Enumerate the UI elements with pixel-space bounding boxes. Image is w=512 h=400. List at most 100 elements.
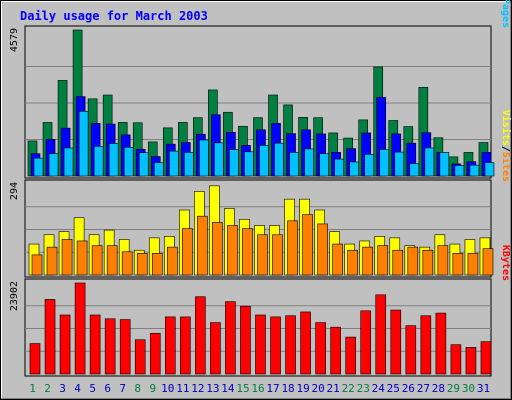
panel-visits-ymax-label: 294 <box>9 182 20 200</box>
bar-pages-day-20 <box>319 153 329 177</box>
bar-kbytes-day-1 <box>29 343 41 375</box>
x-label-day: 24 <box>372 382 386 395</box>
bar-sites-day-31 <box>482 248 494 276</box>
bar-kbytes-day-15 <box>240 305 251 375</box>
bar-sites-day-22 <box>347 249 358 276</box>
bar-pages-day-4 <box>78 110 89 177</box>
bar-pages-day-30 <box>469 164 480 177</box>
bar-sites-day-20 <box>317 223 328 276</box>
bar-pages-day-3 <box>63 147 74 177</box>
bar-kbytes-day-30 <box>465 347 477 375</box>
bar-kbytes-day-31 <box>480 341 492 375</box>
x-label-day: 4 <box>74 382 81 395</box>
bar-kbytes-day-5 <box>89 314 101 375</box>
bar-sites-day-30 <box>467 253 479 276</box>
bar-pages-day-28 <box>439 152 450 177</box>
bar-kbytes-day-3 <box>59 314 71 375</box>
bar-sites-day-4 <box>76 240 88 276</box>
bar-kbytes-day-23 <box>360 310 372 375</box>
x-label-day: 19 <box>296 382 309 395</box>
bar-pages-day-11 <box>184 152 194 177</box>
bar-pages-day-5 <box>93 146 104 177</box>
panel-kbytes-ymax-label: 23902 <box>9 281 20 311</box>
bar-pages-day-12 <box>199 139 209 177</box>
panel-visits-legend: Visits/Sites <box>500 110 512 182</box>
panel-kbytes-legend: KBytes <box>500 245 511 281</box>
x-label-day: 8 <box>134 382 141 395</box>
chart-panels: 4579 Hits/Files/Pages 294 Visits/Sites 23902… <box>9 0 512 377</box>
bar-sites-day-26 <box>407 246 419 276</box>
bar-pages-day-9 <box>153 162 164 177</box>
x-label-day: 28 <box>432 382 445 395</box>
bar-kbytes-day-29 <box>450 344 462 375</box>
bar-kbytes-day-28 <box>435 312 447 375</box>
bar-kbytes-day-7 <box>119 319 131 375</box>
bar-pages-day-22 <box>349 161 359 177</box>
bar-sites-day-21 <box>332 243 343 276</box>
legend-separator: / <box>500 146 511 152</box>
bar-sites-day-17 <box>272 234 283 276</box>
bar-pages-day-23 <box>364 154 375 177</box>
x-label-day: 15 <box>236 382 249 395</box>
x-label-day: 22 <box>342 382 355 395</box>
x-label-day: 11 <box>176 382 189 395</box>
bar-pages-day-24 <box>379 149 390 177</box>
x-label-day: 18 <box>281 382 294 395</box>
bar-sites-day-25 <box>392 249 404 276</box>
legend-pages: Pages <box>500 0 511 28</box>
bar-kbytes-day-4 <box>74 282 86 375</box>
bar-sites-day-29 <box>452 253 464 276</box>
panel-kbytes: 23902 KBytes <box>9 245 511 377</box>
bar-pages-day-29 <box>454 165 465 177</box>
x-label-day: 23 <box>357 382 370 395</box>
x-label-day: 3 <box>59 382 66 395</box>
x-label-day: 14 <box>221 382 235 395</box>
bar-kbytes-day-21 <box>330 326 341 375</box>
bar-kbytes-day-16 <box>255 314 266 375</box>
bar-kbytes-day-18 <box>285 315 296 375</box>
panel-hits-legend: Hits/Files/Pages <box>500 0 512 28</box>
x-label-day: 27 <box>417 382 430 395</box>
x-label-day: 10 <box>161 382 174 395</box>
bar-kbytes-day-13 <box>210 322 221 375</box>
x-label-day: 12 <box>191 382 204 395</box>
legend-sites: Sites <box>500 152 512 182</box>
x-label-day: 29 <box>447 382 460 395</box>
bar-sites-day-14 <box>227 225 238 276</box>
bar-sites-day-13 <box>212 222 223 276</box>
bar-pages-day-15 <box>244 151 254 177</box>
x-label-day: 17 <box>266 382 279 395</box>
bar-sites-day-28 <box>437 245 449 276</box>
bar-sites-day-3 <box>61 239 73 276</box>
bar-sites-day-7 <box>121 251 133 276</box>
bar-pages-day-10 <box>168 150 179 177</box>
panel-hits-ymax-label: 4579 <box>9 28 20 52</box>
legend-visits: Visits <box>500 110 512 146</box>
x-label-day: 1 <box>29 382 36 395</box>
bar-sites-day-24 <box>377 245 389 276</box>
bar-sites-day-15 <box>242 228 253 276</box>
bar-pages-day-13 <box>214 142 224 177</box>
x-label-day: 25 <box>387 382 400 395</box>
x-label-day: 6 <box>104 382 111 395</box>
bar-kbytes-day-12 <box>195 296 206 375</box>
x-label-day: 13 <box>206 382 219 395</box>
bar-pages-day-2 <box>48 153 59 177</box>
bar-pages-day-8 <box>138 152 149 177</box>
bar-kbytes-day-20 <box>315 322 326 375</box>
bar-kbytes-day-25 <box>390 309 402 375</box>
bar-pages-day-26 <box>409 163 420 177</box>
bar-pages-day-31 <box>484 162 495 177</box>
bar-sites-day-10 <box>166 246 178 276</box>
chart-title: Daily usage for March 2003 <box>20 9 208 23</box>
x-label-day: 30 <box>462 382 475 395</box>
bar-kbytes-day-17 <box>270 316 281 375</box>
bar-kbytes-day-2 <box>44 299 56 375</box>
bar-pages-day-21 <box>334 158 344 177</box>
bar-pages-day-14 <box>229 149 239 177</box>
x-label-day: 5 <box>89 382 96 395</box>
bar-pages-day-25 <box>394 151 405 177</box>
x-label-day: 31 <box>477 382 490 395</box>
bar-sites-day-1 <box>31 254 43 276</box>
x-label-day: 26 <box>402 382 415 395</box>
